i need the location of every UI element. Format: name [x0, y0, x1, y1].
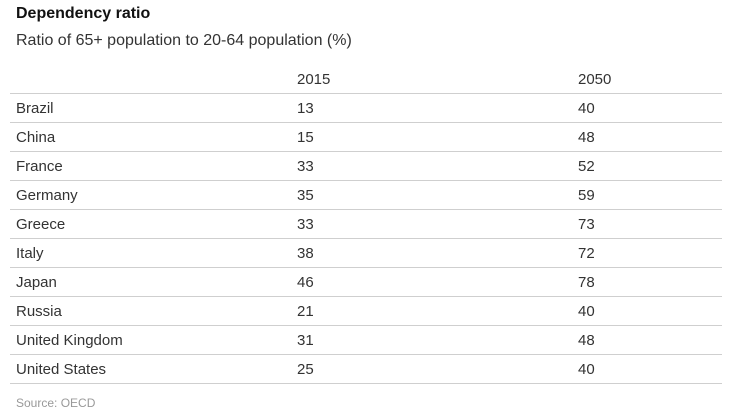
- value-cell: 59: [572, 180, 722, 210]
- value-cell: 15: [291, 122, 572, 152]
- value-cell: 33: [291, 209, 572, 239]
- value-cell: 46: [291, 267, 572, 297]
- value-cell: 40: [572, 296, 722, 326]
- value-cell: 35: [291, 180, 572, 210]
- table-row: Russia 21 40: [10, 296, 722, 326]
- value-cell: 40: [572, 93, 722, 123]
- country-cell: France: [10, 151, 291, 181]
- country-cell: Japan: [10, 267, 291, 297]
- table-row: France 33 52: [10, 151, 722, 181]
- table-row: China 15 48: [10, 122, 722, 152]
- value-cell: 13: [291, 93, 572, 123]
- country-cell: Greece: [10, 209, 291, 239]
- header-row: 2015 2050: [10, 65, 722, 94]
- value-cell: 25: [291, 354, 572, 384]
- chart-title: Dependency ratio: [16, 5, 151, 22]
- table-row: Italy 38 72: [10, 238, 722, 268]
- country-cell: Brazil: [10, 93, 291, 123]
- country-cell: Russia: [10, 296, 291, 326]
- data-table: 2015 2050 Brazil 13 40 China 15 48 France 33 52 G…: [10, 65, 722, 384]
- country-cell: Germany: [10, 180, 291, 210]
- table-row: Japan 46 78: [10, 267, 722, 297]
- chart-subtitle: Ratio of 65+ population to 20-64 populat…: [16, 32, 352, 49]
- source-note: Source: OECD: [16, 396, 96, 410]
- table-row: Brazil 13 40: [10, 93, 722, 123]
- value-cell: 72: [572, 238, 722, 268]
- value-cell: 52: [572, 151, 722, 181]
- country-cell: United Kingdom: [10, 325, 291, 355]
- value-cell: 31: [291, 325, 572, 355]
- column-header: [10, 65, 291, 94]
- table-row: United States 25 40: [10, 354, 722, 384]
- table-row: United Kingdom 31 48: [10, 325, 722, 355]
- column-header: 2015: [291, 65, 572, 94]
- value-cell: 21: [291, 296, 572, 326]
- value-cell: 38: [291, 238, 572, 268]
- country-cell: United States: [10, 354, 291, 384]
- value-cell: 33: [291, 151, 572, 181]
- value-cell: 40: [572, 354, 722, 384]
- column-header: 2050: [572, 65, 722, 94]
- country-cell: Italy: [10, 238, 291, 268]
- value-cell: 78: [572, 267, 722, 297]
- table-row: Greece 33 73: [10, 209, 722, 239]
- value-cell: 48: [572, 122, 722, 152]
- table-row: Germany 35 59: [10, 180, 722, 210]
- value-cell: 48: [572, 325, 722, 355]
- country-cell: China: [10, 122, 291, 152]
- value-cell: 73: [572, 209, 722, 239]
